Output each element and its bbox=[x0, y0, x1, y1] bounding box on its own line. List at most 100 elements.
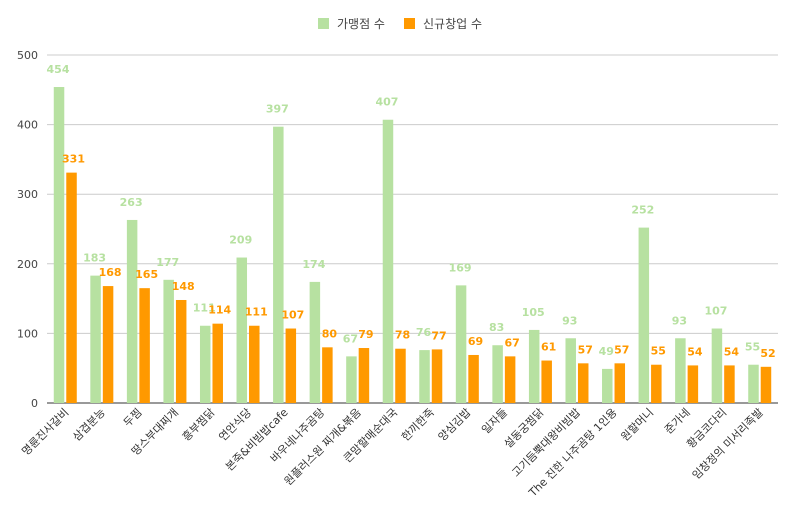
data-label-franchise: 55 bbox=[745, 341, 760, 354]
y-tick-label: 100 bbox=[17, 327, 38, 340]
bar-franchise-count bbox=[602, 368, 613, 403]
bar-franchise-count bbox=[273, 126, 284, 404]
bar-new-startups bbox=[358, 348, 370, 403]
bar-franchise-count bbox=[638, 227, 650, 403]
bar-new-startups bbox=[139, 288, 150, 403]
data-label-new: 54 bbox=[724, 345, 740, 358]
data-label-franchise: 177 bbox=[156, 256, 179, 269]
data-label-new: 78 bbox=[395, 329, 410, 342]
bar-franchise-count bbox=[455, 285, 467, 403]
data-label-new: 77 bbox=[431, 329, 446, 342]
category-label: 두찜 bbox=[121, 406, 145, 430]
bar-new-startups bbox=[175, 299, 187, 403]
bar-new-startups bbox=[760, 366, 772, 403]
bar-new-startups bbox=[687, 365, 699, 403]
data-label-new: 55 bbox=[651, 345, 666, 358]
bar-franchise-count bbox=[711, 328, 723, 403]
bar-new-startups bbox=[541, 360, 552, 403]
data-label-franchise: 111 bbox=[193, 302, 216, 315]
bar-franchise-count bbox=[675, 338, 686, 403]
y-tick-label: 200 bbox=[17, 258, 38, 271]
data-label-franchise: 454 bbox=[47, 63, 70, 76]
bar-new-startups bbox=[724, 365, 735, 403]
legend-swatch bbox=[318, 18, 329, 29]
data-label-new: 57 bbox=[614, 343, 629, 356]
data-label-new: 69 bbox=[468, 335, 483, 348]
bar-new-startups bbox=[651, 364, 662, 403]
data-label-franchise: 93 bbox=[562, 314, 577, 327]
bar-franchise-count bbox=[126, 219, 138, 403]
bar-franchise-count bbox=[309, 281, 321, 403]
data-label-new: 331 bbox=[62, 153, 85, 166]
legend: 가맹점 수 신규창업 수 bbox=[318, 17, 482, 31]
bar-new-startups bbox=[577, 363, 589, 403]
data-label-franchise: 397 bbox=[266, 103, 289, 116]
data-label-franchise: 209 bbox=[229, 234, 252, 247]
data-label-new: 165 bbox=[135, 268, 158, 281]
category-label: 원할머니 bbox=[618, 406, 656, 444]
bar-new-startups bbox=[468, 354, 479, 403]
data-label-franchise: 83 bbox=[489, 321, 504, 334]
gridlines bbox=[47, 54, 778, 404]
bar-franchise-count bbox=[419, 350, 430, 403]
data-label-new: 57 bbox=[578, 343, 593, 356]
data-labels: 4543311831682631651771481111142091113971… bbox=[47, 63, 776, 360]
data-label-new: 114 bbox=[208, 304, 231, 317]
legend-swatch bbox=[404, 18, 415, 29]
bar-franchise-count bbox=[748, 364, 759, 403]
category-label: 임창정의 미서리족발 bbox=[690, 406, 766, 482]
bar-new-startups bbox=[395, 348, 406, 403]
bar-franchise-count bbox=[565, 338, 576, 403]
bar-new-startups bbox=[66, 172, 77, 403]
data-label-franchise: 169 bbox=[449, 261, 472, 274]
bar-new-startups bbox=[249, 325, 260, 403]
data-label-new: 168 bbox=[99, 266, 122, 279]
bar-new-startups bbox=[212, 323, 223, 403]
bar-franchise-count bbox=[163, 279, 174, 403]
data-label-franchise: 407 bbox=[375, 96, 398, 109]
bar-franchise-count bbox=[492, 345, 503, 403]
bar-new-startups bbox=[431, 349, 443, 403]
data-label-franchise: 49 bbox=[599, 345, 614, 358]
data-label-franchise: 107 bbox=[704, 305, 727, 318]
data-label-franchise: 174 bbox=[302, 258, 325, 271]
legend-label: 신규창업 수 bbox=[423, 17, 482, 31]
category-label: 일자들 bbox=[479, 405, 510, 436]
bar-franchise-count bbox=[346, 356, 357, 403]
category-label: 양심김밥 bbox=[436, 406, 474, 444]
y-tick-label: 400 bbox=[17, 119, 38, 132]
bar-new-startups bbox=[504, 356, 516, 403]
category-label: 삼겹분능 bbox=[70, 406, 108, 444]
data-label-new: 67 bbox=[504, 336, 519, 349]
bar-franchise-count bbox=[236, 257, 248, 403]
data-label-new: 80 bbox=[322, 327, 338, 340]
category-label: 고기듬뿍대왕비빔밥 bbox=[509, 406, 583, 480]
bar-new-startups bbox=[614, 363, 626, 403]
bar-new-startups bbox=[102, 286, 114, 403]
bar-new-startups bbox=[285, 328, 297, 403]
category-label: 준가네 bbox=[662, 406, 693, 437]
category-label: 본죽&비빔밥cafe bbox=[223, 406, 291, 474]
category-label: 명륜진사갈비 bbox=[19, 405, 72, 458]
data-label-new: 107 bbox=[281, 309, 304, 322]
category-label: 한끼한죽 bbox=[399, 406, 437, 444]
data-label-franchise: 263 bbox=[120, 196, 143, 209]
data-label-franchise: 76 bbox=[416, 326, 432, 339]
bar-franchise-count bbox=[528, 329, 540, 403]
y-axis: 0 100 200 300 400 500 bbox=[17, 49, 38, 410]
data-label-franchise: 105 bbox=[522, 306, 545, 319]
category-label: 흥부찜닭 bbox=[179, 405, 218, 444]
data-label-franchise: 183 bbox=[83, 252, 106, 265]
legend-label: 가맹점 수 bbox=[337, 17, 385, 31]
data-label-franchise: 252 bbox=[631, 204, 654, 217]
bar-new-startups bbox=[322, 347, 333, 403]
y-tick-label: 0 bbox=[31, 397, 38, 410]
data-label-new: 52 bbox=[760, 347, 775, 360]
data-label-new: 148 bbox=[172, 280, 195, 293]
data-label-new: 61 bbox=[541, 341, 556, 354]
y-tick-label: 300 bbox=[17, 188, 38, 201]
bar-franchise-count bbox=[382, 119, 394, 403]
bars bbox=[53, 87, 772, 404]
